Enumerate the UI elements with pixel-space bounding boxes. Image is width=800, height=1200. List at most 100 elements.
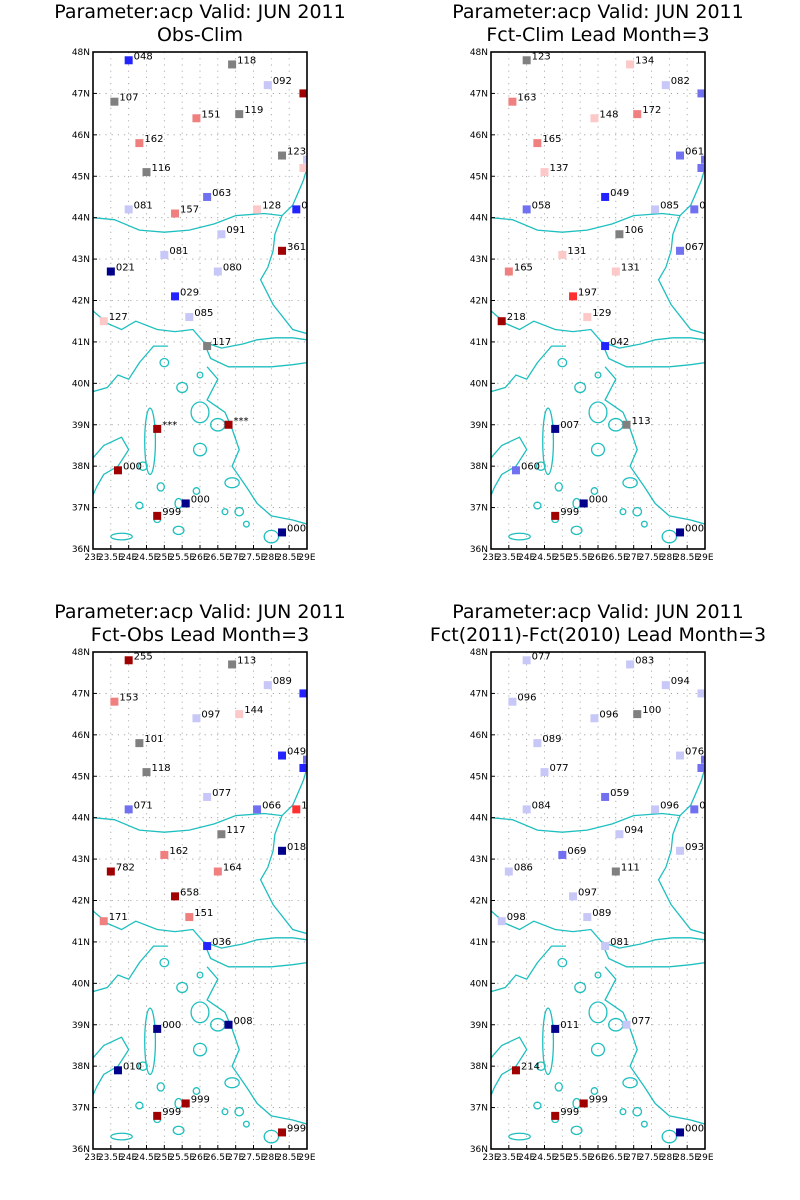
station-marker [583, 913, 592, 922]
coastline [93, 436, 130, 496]
coastline [604, 366, 705, 525]
island-outline [196, 971, 204, 979]
station-marker [504, 267, 513, 276]
station-marker [522, 805, 531, 814]
station-marker [569, 292, 578, 301]
station-value-label: 137 [550, 163, 569, 174]
station-value-label: 060 [706, 159, 725, 170]
lat-tick-label: 37N [470, 1104, 488, 1114]
lon-tick-label: 25.5E [567, 553, 593, 563]
lon-tick-label: 24E [120, 1153, 137, 1163]
panel-subtitle: Fct-Obs Lead Month=3 [91, 624, 309, 646]
station-value-label: *** [234, 416, 249, 427]
station-value-label: 081 [134, 200, 153, 211]
station-marker [181, 1099, 190, 1108]
lat-tick-label: 37N [72, 504, 90, 514]
station-value-label: 096 [660, 800, 679, 811]
lat-tick-label: 47N [470, 689, 488, 699]
coastline [491, 310, 705, 349]
lat-tick-label: 36N [470, 1145, 488, 1155]
station-value-label: 201 [308, 84, 327, 95]
station-marker [551, 1111, 560, 1120]
station-value-label: 058 [532, 200, 551, 211]
panel-title: Parameter:acp Valid: JUN 2011 [452, 601, 743, 623]
island-outline [557, 357, 568, 368]
island-outline [594, 371, 602, 379]
panel-subtitle: Obs-Clim [157, 24, 243, 46]
lon-tick-label: 28E [263, 553, 280, 563]
island-outline [159, 357, 170, 368]
station-value-label: 999 [162, 1107, 181, 1118]
island-outline [554, 1082, 563, 1092]
island-outline [619, 1108, 627, 1116]
lon-tick-label: 26E [589, 553, 606, 563]
coastline [93, 910, 307, 949]
map-panel-fct-diff: Parameter:acp Valid: JUN 2011Fct(2011)-F… [430, 601, 766, 1163]
lon-tick-label: 26E [589, 1153, 606, 1163]
station-marker [697, 689, 705, 698]
lat-tick-label: 45N [72, 172, 90, 182]
station-marker [551, 1024, 560, 1033]
lat-tick-label: 48N [72, 48, 90, 58]
lat-tick-label: 37N [470, 504, 488, 514]
lat-tick-label: 42N [72, 897, 90, 907]
lat-tick-label: 38N [72, 462, 90, 472]
station-marker [633, 710, 642, 719]
lat-tick-label: 43N [470, 255, 488, 265]
station-value-label: 107 [119, 93, 138, 104]
station-value-label: 088 [706, 684, 725, 695]
station-value-label: 077 [532, 651, 551, 662]
station-value-label: 063 [212, 188, 231, 199]
lon-tick-label: 26.5E [603, 1153, 629, 1163]
station-value-label: 218 [507, 312, 526, 323]
coastline [93, 945, 168, 993]
station-marker [203, 942, 212, 951]
station-marker [278, 1128, 287, 1137]
station-marker [590, 114, 599, 123]
station-value-label: 144 [244, 705, 263, 716]
station-marker [540, 168, 549, 177]
island-outline [156, 482, 165, 492]
station-marker [558, 250, 567, 259]
station-marker [185, 313, 194, 322]
island-outline [135, 501, 144, 510]
lon-tick-label: 27E [227, 1153, 244, 1163]
coastline [259, 215, 307, 335]
station-marker [690, 205, 699, 214]
station-marker [224, 420, 233, 429]
island-outline [661, 1129, 678, 1144]
station-marker [615, 830, 624, 839]
coastline [491, 345, 566, 393]
station-marker [278, 528, 287, 537]
lat-tick-label: 41N [470, 338, 488, 348]
station-marker [676, 751, 685, 760]
lon-tick-label: 27E [625, 1153, 642, 1163]
station-marker [511, 1066, 520, 1075]
station-value-label: 106 [624, 225, 643, 236]
lon-tick-label: 24.5E [134, 1153, 160, 1163]
lon-tick-label: 28.5E [674, 553, 700, 563]
station-value-label: 000 [685, 1123, 704, 1134]
station-value-label: 157 [180, 205, 199, 216]
station-marker [601, 342, 610, 351]
station-marker [124, 56, 133, 65]
lat-tick-label: 41N [470, 938, 488, 948]
lon-tick-label: 26.5E [205, 553, 231, 563]
station-marker [626, 660, 635, 669]
lat-tick-label: 45N [470, 772, 488, 782]
station-marker [142, 768, 151, 777]
station-value-label: 999 [287, 1123, 306, 1134]
island-outline [622, 477, 638, 489]
station-value-label: 082 [671, 76, 690, 87]
island-outline [221, 1108, 229, 1116]
station-value-label: 096 [599, 709, 618, 720]
station-marker [601, 942, 610, 951]
station-marker [522, 205, 531, 214]
island-outline [594, 971, 602, 979]
station-value-label: 782 [116, 863, 135, 874]
lon-tick-label: 24.5E [134, 553, 160, 563]
lat-tick-label: 46N [72, 731, 90, 741]
island-outline [110, 532, 133, 541]
station-value-label: 162 [169, 846, 188, 857]
